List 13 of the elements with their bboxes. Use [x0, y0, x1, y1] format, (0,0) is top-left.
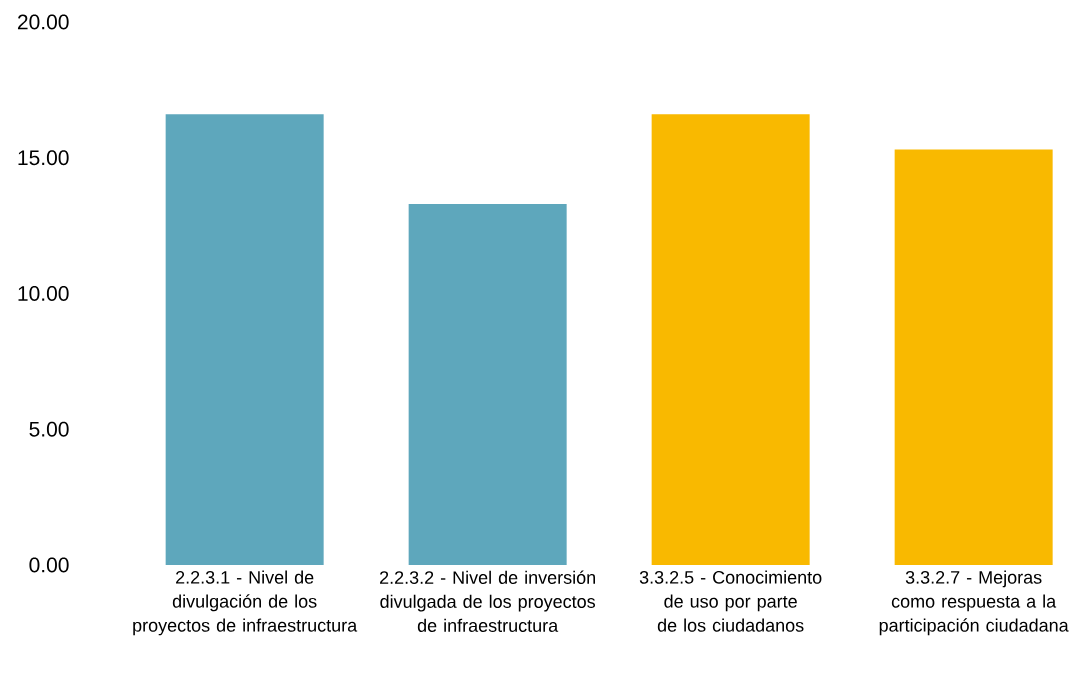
x-tick-label: 2.2.3.2 - Nivel de inversión divulgada de los proyectos de infraestructura — [380, 570, 596, 632]
bar — [165, 114, 324, 565]
x-tick-label: 2.2.3.1 - Nivel de divulgación de los proyectos de infraestructura — [133, 570, 358, 636]
y-tick-label: 5.00 — [29, 421, 69, 437]
bar — [894, 149, 1053, 565]
bar — [651, 114, 810, 565]
y-tick-label: 15.00 — [18, 150, 69, 166]
x-tick-label: 3.3.2.7 - Mejoras como respuesta a la participación ciudadana — [879, 570, 1069, 636]
y-tick-label: 10.00 — [18, 286, 69, 301]
bar — [408, 203, 567, 565]
y-tick-label: 20.00 — [17, 14, 69, 30]
y-tick-label: 0.00 — [29, 557, 69, 573]
x-tick-label: 3.3.2.5 - Conocimiento de uso por parte de los ciudadanos — [639, 570, 822, 632]
